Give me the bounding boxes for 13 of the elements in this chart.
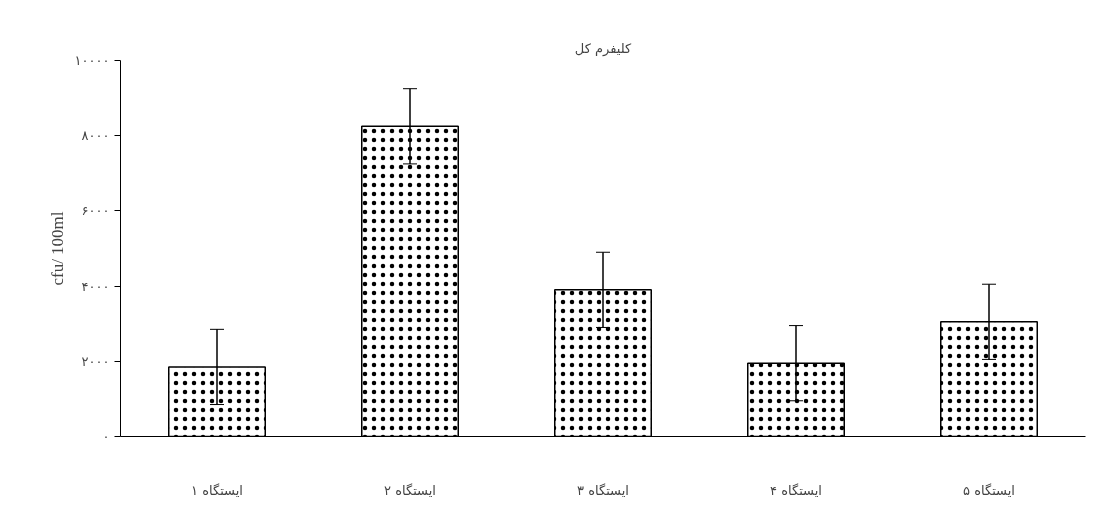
x-tick-label: ایستگاه ۴ bbox=[770, 482, 822, 498]
y-tick-label: ۸۰۰۰ bbox=[81, 128, 110, 144]
y-tick-label: ۰ bbox=[102, 429, 110, 444]
x-tick-label: ایستگاه ۲ bbox=[384, 482, 436, 498]
y-tick-label: ۲۰۰۰ bbox=[81, 353, 110, 369]
y-tick-label: ۶۰۰۰ bbox=[81, 203, 110, 219]
x-tick-label: ایستگاه ۱ bbox=[191, 482, 243, 498]
y-axis-title: cfu/ 100ml bbox=[47, 211, 67, 286]
x-tick-label: ایستگاه ۳ bbox=[577, 482, 629, 498]
x-tick-label: ایستگاه ۵ bbox=[963, 482, 1015, 498]
y-tick-label: ۴۰۰۰ bbox=[81, 278, 110, 294]
chart-title: کلیفرم کل bbox=[574, 40, 632, 57]
y-tick-label: ۱۰۰۰۰ bbox=[74, 53, 110, 68]
